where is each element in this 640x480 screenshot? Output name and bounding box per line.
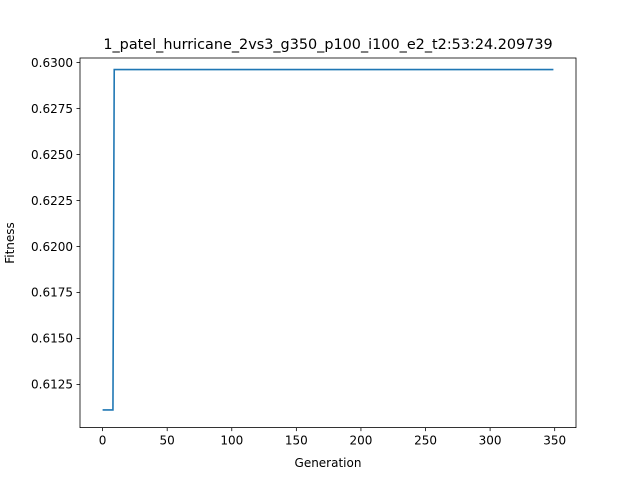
y-tick-label: 0.6275 bbox=[31, 102, 73, 116]
x-tick-label: 300 bbox=[479, 434, 502, 448]
y-tick-label: 0.6175 bbox=[31, 286, 73, 300]
plot-area bbox=[102, 68, 554, 411]
y-tick-label: 0.6150 bbox=[31, 332, 73, 346]
x-tick-label: 250 bbox=[414, 434, 437, 448]
y-axis: 0.6125 0.6150 0.6175 0.6200 0.6225 0.6250 0.62… bbox=[31, 56, 80, 392]
y-tick-label: 0.6225 bbox=[31, 194, 73, 208]
x-axis-label: Generation bbox=[295, 456, 362, 470]
x-axis: 0 50 100 150 200 250 300 350 bbox=[99, 427, 566, 448]
x-tick-label: 100 bbox=[220, 434, 243, 448]
y-tick-label: 0.6125 bbox=[31, 378, 73, 392]
x-tick-label: 350 bbox=[543, 434, 566, 448]
x-tick-label: 150 bbox=[285, 434, 308, 448]
x-tick-label: 200 bbox=[349, 434, 372, 448]
y-tick-label: 0.6200 bbox=[31, 240, 73, 254]
chart-title: 1_patel_hurricane_2vs3_g350_p100_i100_e2… bbox=[103, 37, 552, 53]
x-tick-label: 0 bbox=[99, 434, 107, 448]
y-axis-label: Fitness bbox=[3, 222, 17, 264]
axes-frame bbox=[79, 57, 577, 429]
series-line bbox=[102, 68, 554, 411]
y-tick-label: 0.6300 bbox=[31, 56, 73, 70]
x-tick-label: 50 bbox=[160, 434, 175, 448]
y-tick-label: 0.6250 bbox=[31, 148, 73, 162]
